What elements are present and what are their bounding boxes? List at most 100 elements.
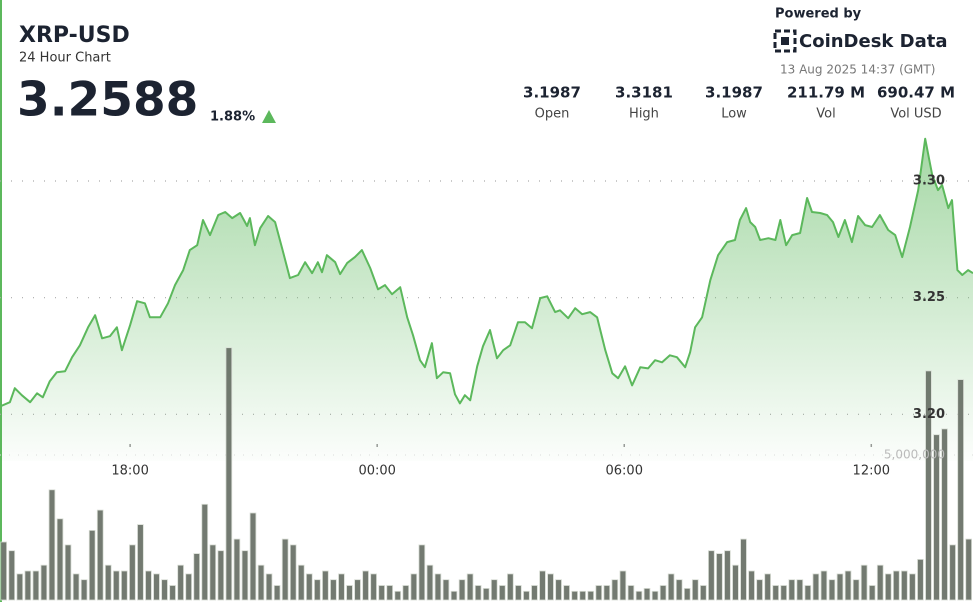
volume-bar [273,585,281,601]
stat-value: 690.47 M [877,84,955,102]
volume-bar [305,573,313,601]
volume-bar [322,570,329,601]
x-tick-label: 00:00 [358,464,395,479]
volume-bar [466,573,474,601]
volume-bar [788,579,796,601]
volume-bar [330,579,337,601]
volume-bar [780,585,788,601]
volume-bar [8,550,16,601]
volume-bar [24,570,32,601]
volume-bar [289,544,297,601]
volume-bar [957,379,964,601]
stat-label: Vol [816,107,835,122]
volume-bar [402,585,410,601]
volume-bar [571,590,578,601]
volume-bar [917,559,924,601]
volume-bar [96,509,104,601]
volume-bar [434,573,442,601]
volume-bar [732,564,739,601]
volume-bar [80,579,88,601]
volume-bar [225,347,233,601]
volume-bar [844,570,852,601]
volume-bar [314,579,321,601]
volume-bar [0,541,8,601]
volume-bar [177,564,184,601]
volume-bar [820,570,828,601]
volume-bar [708,550,715,601]
volume-bar [490,579,498,601]
volume-bar [547,573,554,601]
volume-bar [909,573,916,601]
volume-bar [579,590,587,601]
subtitle: 24 Hour Chart [19,51,111,66]
y-tick-label: 3.20 [913,407,945,422]
brand-logo [773,29,797,53]
x-tick-label: 12:00 [853,464,890,479]
volume-bar [804,585,812,601]
volume-bar [836,573,844,601]
volume-bar [410,573,418,601]
stat-label: High [629,107,659,122]
volume-bar [257,564,265,601]
volume-bar [651,590,659,601]
volume-bar [949,544,956,601]
volume-bar [56,518,64,601]
volume-bar [756,579,763,601]
volume-bar [72,573,80,601]
volume-bar [941,428,948,601]
stat-label: Open [535,107,570,122]
volume-bar [217,550,225,601]
volume-bar [699,585,707,601]
volume-bar [153,573,160,601]
volume-bar [161,579,168,601]
powered-by: Powered by [775,7,862,22]
stat-label: Vol USD [890,107,941,122]
x-tick-label: 18:00 [111,464,148,479]
volume-bar [563,585,570,601]
up-arrow [262,110,276,123]
volume-bar [716,553,723,601]
volume-bar [209,544,217,601]
volume-bar [691,579,699,601]
volume-bar [418,544,426,601]
volume-bar [507,573,514,601]
volume-tick-label: 5,000,000 [884,448,945,462]
price-line [0,137,973,408]
volume-bar [539,570,546,601]
volume-bar [901,570,908,601]
x-tick-label: 06:00 [606,464,643,479]
volume-bar [362,570,369,601]
volume-bar [370,573,377,601]
volume-bar [458,579,466,601]
volume-bar [555,579,562,601]
volume-bar [531,585,538,601]
volume-bar [635,590,643,601]
volume-bar [796,579,804,601]
volume-bar [860,564,868,601]
volume-bar [112,570,120,601]
volume-bar [64,544,72,601]
volume-bar [426,564,434,601]
volume-bar [474,585,482,601]
volume-bar [876,564,884,601]
volume-bar [193,553,201,601]
stat-value: 3.1987 [705,84,763,102]
stat-label: Low [721,107,747,122]
volume-bar [297,564,305,601]
volume-bar [137,524,144,601]
volume-bar [442,579,450,601]
volume-bar [346,585,353,601]
volume-bar [643,588,651,601]
volume-bar [129,544,136,601]
volume-bar [587,590,595,601]
volume-bar [185,573,192,601]
volume-bar [378,585,385,601]
volume-bar [659,585,667,601]
volume-bar [868,585,876,601]
volume-bar [233,538,241,601]
volume-bar [683,588,691,601]
y-tick-label: 3.30 [913,174,945,189]
stat-value: 3.1987 [523,84,581,102]
volume-bar [603,585,611,601]
